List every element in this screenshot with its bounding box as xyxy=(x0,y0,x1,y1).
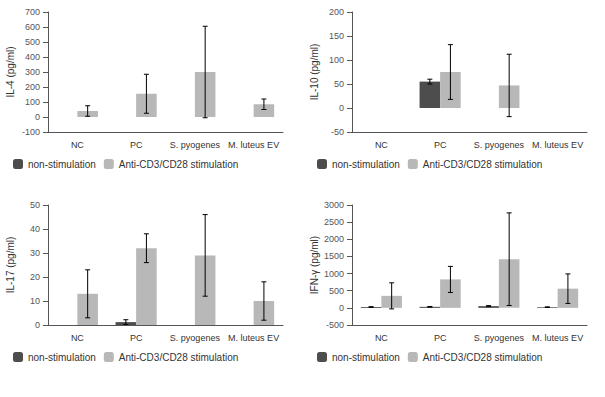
svg-text:Anti-CD3/CD28 stimulation: Anti-CD3/CD28 stimulation xyxy=(423,159,543,170)
svg-text:Anti-CD3/CD28 stimulation: Anti-CD3/CD28 stimulation xyxy=(423,352,543,363)
svg-text:700: 700 xyxy=(25,7,40,17)
svg-text:40: 40 xyxy=(30,224,40,234)
svg-text:NC: NC xyxy=(375,140,388,150)
svg-text:non-stimulation: non-stimulation xyxy=(332,352,400,363)
svg-text:NC: NC xyxy=(71,140,84,150)
svg-text:0: 0 xyxy=(35,320,40,330)
svg-text:S. pyogenes: S. pyogenes xyxy=(170,333,221,343)
svg-text:0: 0 xyxy=(35,112,40,122)
svg-text:IL-10 (pg/ml): IL-10 (pg/ml) xyxy=(309,44,320,101)
svg-text:M. luteus EV: M. luteus EV xyxy=(532,140,583,150)
svg-text:500: 500 xyxy=(329,286,344,296)
svg-text:S. pyogenes: S. pyogenes xyxy=(170,140,221,150)
svg-text:-100: -100 xyxy=(22,127,40,137)
svg-text:0: 0 xyxy=(339,303,344,313)
svg-text:M. luteus EV: M. luteus EV xyxy=(532,333,583,343)
svg-text:Anti-CD3/CD28 stimulation: Anti-CD3/CD28 stimulation xyxy=(119,159,239,170)
svg-text:2000: 2000 xyxy=(324,234,344,244)
svg-text:S. pyogenes: S. pyogenes xyxy=(474,333,525,343)
svg-text:non-stimulation: non-stimulation xyxy=(28,159,96,170)
svg-text:-500: -500 xyxy=(326,320,344,330)
svg-text:1000: 1000 xyxy=(324,269,344,279)
svg-text:20: 20 xyxy=(30,272,40,282)
svg-text:PC: PC xyxy=(434,333,447,343)
svg-text:10: 10 xyxy=(30,296,40,306)
svg-text:30: 30 xyxy=(30,248,40,258)
svg-text:non-stimulation: non-stimulation xyxy=(28,352,96,363)
svg-text:Anti-CD3/CD28 stimulation: Anti-CD3/CD28 stimulation xyxy=(119,352,239,363)
svg-text:3000: 3000 xyxy=(324,200,344,210)
svg-text:non-stimulation: non-stimulation xyxy=(332,159,400,170)
svg-text:400: 400 xyxy=(25,52,40,62)
svg-text:PC: PC xyxy=(130,140,143,150)
svg-text:PC: PC xyxy=(130,333,143,343)
svg-text:50: 50 xyxy=(334,79,344,89)
svg-text:300: 300 xyxy=(25,67,40,77)
svg-text:200: 200 xyxy=(25,82,40,92)
svg-text:50: 50 xyxy=(30,200,40,210)
svg-text:500: 500 xyxy=(25,37,40,47)
svg-text:0: 0 xyxy=(339,103,344,113)
svg-text:1500: 1500 xyxy=(324,251,344,261)
svg-text:2500: 2500 xyxy=(324,217,344,227)
svg-text:-50: -50 xyxy=(331,127,344,137)
svg-text:M. luteus EV: M. luteus EV xyxy=(228,333,279,343)
svg-text:IL-17 (pg/ml): IL-17 (pg/ml) xyxy=(5,237,16,294)
svg-text:IFN-γ (pg/ml): IFN-γ (pg/ml) xyxy=(309,236,320,294)
svg-text:S. pyogenes: S. pyogenes xyxy=(474,140,525,150)
svg-text:M. luteus EV: M. luteus EV xyxy=(228,140,279,150)
svg-text:PC: PC xyxy=(434,140,447,150)
svg-text:NC: NC xyxy=(375,333,388,343)
svg-text:100: 100 xyxy=(25,97,40,107)
svg-text:150: 150 xyxy=(329,31,344,41)
svg-text:200: 200 xyxy=(329,7,344,17)
svg-text:100: 100 xyxy=(329,55,344,65)
svg-text:IL-4 (pg/ml): IL-4 (pg/ml) xyxy=(5,46,16,97)
svg-text:600: 600 xyxy=(25,22,40,32)
svg-text:NC: NC xyxy=(71,333,84,343)
